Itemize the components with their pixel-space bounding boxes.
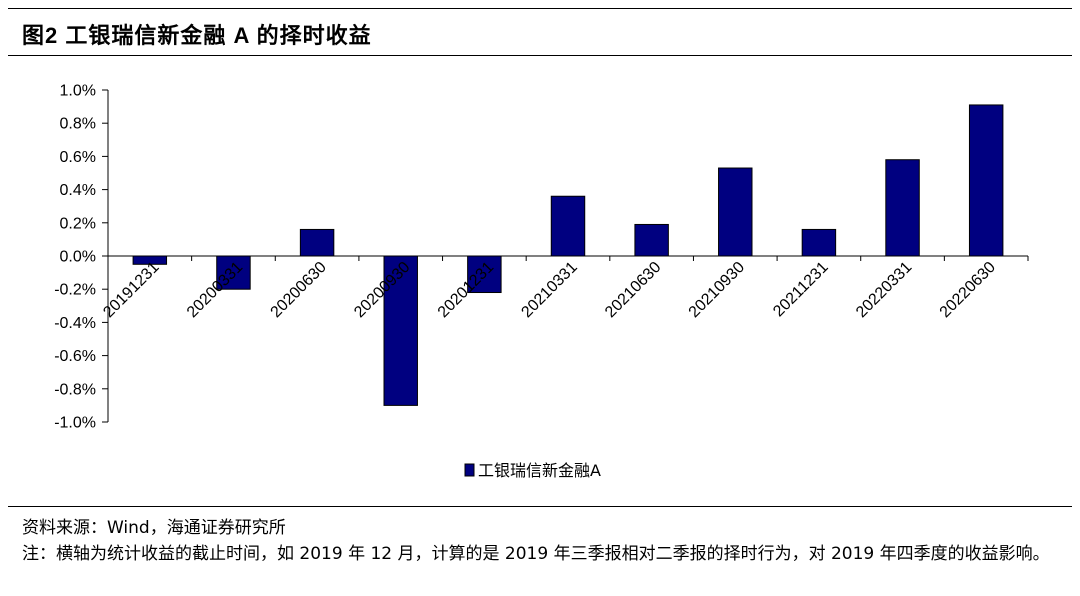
- source-note: 资料来源：Wind，海通证券研究所: [22, 518, 286, 538]
- bar-20210630: [634, 223, 669, 257]
- y-tick-label: -0.6%: [54, 348, 96, 365]
- x-tick-label: 20220630: [937, 259, 999, 321]
- bar-20200930: [383, 255, 418, 406]
- x-tick-label: 20210630: [602, 259, 664, 321]
- bar-20200630: [299, 228, 335, 257]
- bar-20220630: [968, 104, 1004, 257]
- y-tick-label: 0.8%: [60, 116, 96, 133]
- legend-label: 工银瑞信新金融A: [478, 461, 601, 480]
- legend-swatch: [464, 463, 475, 477]
- y-tick-label: -1.0%: [54, 415, 96, 432]
- bar-20200331: [216, 255, 251, 290]
- x-tick-label: 20210930: [686, 259, 748, 321]
- y-axis-ticks: 1.0% 0.8% 0.6% 0.4% 0.2% 0.0% -0.2% -0.4% -0.6% -…: [54, 83, 108, 432]
- y-tick-label: 0.4%: [60, 182, 96, 199]
- y-tick-label: 0.2%: [60, 215, 96, 232]
- y-tick-label: -0.8%: [54, 381, 96, 398]
- bar-20210930: [718, 167, 753, 257]
- bar-20201231: [467, 255, 502, 294]
- x-tick-label: 20200630: [268, 259, 330, 321]
- x-tick-label: 20210331: [518, 259, 580, 321]
- y-tick-label: 0.0%: [60, 249, 96, 266]
- footnote: 注：横轴为统计收益的截止时间，如 2019 年 12 月，计算的是 2019 年…: [22, 544, 1050, 564]
- category-labels: 20191231 20200331 20200630 20200930 20201231…: [100, 259, 999, 321]
- x-tick-label: 20211231: [770, 259, 832, 321]
- bars: [132, 104, 1004, 406]
- legend: 工银瑞信新金融A: [464, 461, 601, 480]
- bar-20211231: [801, 228, 837, 257]
- x-tick-label: 20191231: [100, 259, 162, 321]
- top-rule: [8, 8, 1072, 9]
- bar-20220331: [885, 159, 920, 257]
- y-tick-label: 0.6%: [60, 149, 96, 166]
- chart-area: 1.0% 0.8% 0.6% 0.4% 0.2% 0.0% -0.2% -0.4% -0.6% -…: [0, 56, 1080, 506]
- y-tick-label: 1.0%: [60, 83, 96, 100]
- x-tick-label: 20200331: [184, 259, 246, 321]
- axes: [107, 90, 1029, 422]
- bar-chart: 1.0% 0.8% 0.6% 0.4% 0.2% 0.0% -0.2% -0.4% -0.6% -…: [54, 83, 1029, 480]
- bottom-rule: [8, 506, 1072, 507]
- x-tick-label: 20220331: [853, 259, 915, 321]
- y-tick-label: -0.4%: [54, 315, 96, 332]
- figure-title: 图2 工银瑞信新金融 A 的择时收益: [22, 23, 372, 48]
- y-tick-label: -0.2%: [54, 282, 96, 299]
- bar-20210331: [550, 195, 586, 257]
- title-rule: [8, 55, 1072, 56]
